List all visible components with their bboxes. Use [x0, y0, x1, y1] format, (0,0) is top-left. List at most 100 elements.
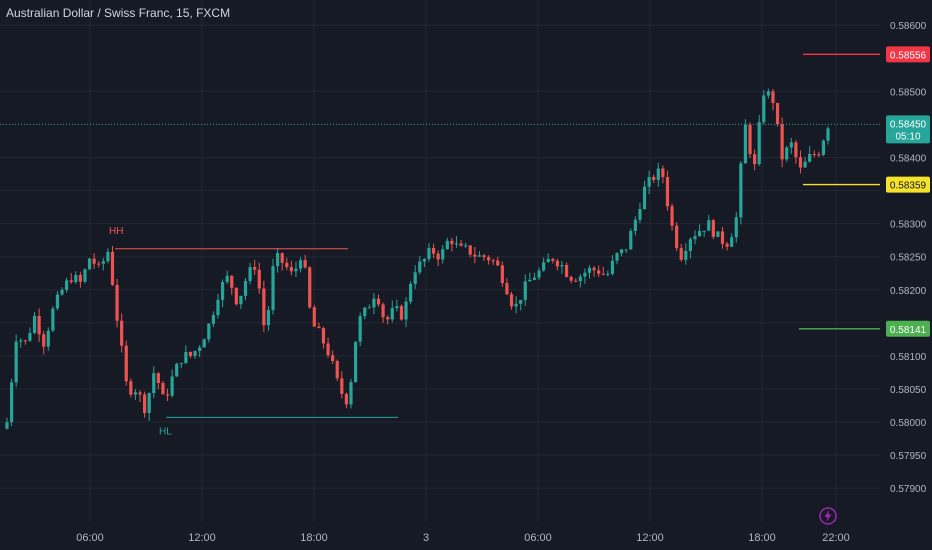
- candle-body: [78, 274, 82, 282]
- candle: [725, 241, 729, 251]
- candle: [349, 378, 353, 409]
- candle-body: [798, 157, 803, 168]
- candle-body: [661, 168, 665, 178]
- candle: [257, 262, 261, 294]
- candle-body: [675, 225, 679, 249]
- candle: [775, 102, 780, 127]
- candle: [335, 359, 339, 382]
- candle-body: [597, 270, 601, 274]
- candle-body: [610, 260, 615, 274]
- candle-body: [583, 272, 587, 277]
- candle: [633, 216, 637, 236]
- candle: [716, 231, 720, 238]
- candle: [308, 266, 312, 309]
- candle-body: [170, 376, 174, 396]
- candle: [266, 306, 271, 331]
- candle-body: [147, 393, 151, 414]
- candle: [179, 362, 183, 369]
- candle: [528, 272, 532, 282]
- time-tick-label: 22:00: [822, 532, 850, 544]
- candle: [207, 323, 211, 343]
- candle-body: [331, 355, 335, 362]
- candle: [188, 351, 193, 359]
- candle: [574, 278, 578, 282]
- candle-body: [106, 251, 110, 262]
- candle: [225, 270, 229, 285]
- candle: [431, 243, 436, 259]
- support-tag-label: 0.58141: [890, 325, 927, 336]
- lightning-icon[interactable]: [818, 506, 838, 526]
- candle: [83, 268, 87, 284]
- candle: [473, 246, 477, 264]
- price-tick-label: 0.58500: [890, 87, 927, 98]
- candle-body: [771, 91, 775, 103]
- candle-body: [46, 330, 50, 347]
- candle: [610, 255, 615, 276]
- candle: [381, 302, 385, 323]
- price-axis[interactable]: 0.58600 0.58500 0.58400 0.58300 0.58250 0.582…: [886, 21, 930, 495]
- candle: [711, 218, 715, 240]
- candle: [418, 255, 422, 275]
- candle: [519, 299, 523, 311]
- candle: [129, 378, 133, 398]
- candle-body: [500, 265, 504, 284]
- candle: [28, 327, 32, 342]
- candle-body: [9, 382, 14, 423]
- candle-body: [422, 259, 426, 262]
- candle-body: [129, 381, 133, 395]
- candle-body: [243, 281, 248, 296]
- candle-body: [202, 339, 206, 348]
- candle-body: [120, 320, 124, 346]
- time-axis[interactable]: 06:00 12:00 18:00 3 06:00 12:00 18:00 22:00: [76, 532, 850, 544]
- candle: [390, 300, 394, 323]
- candle-body: [101, 261, 105, 264]
- candle-body: [775, 102, 780, 125]
- candle-body: [564, 265, 569, 277]
- candle: [464, 242, 468, 248]
- candle-body: [51, 308, 55, 331]
- candle-body: [97, 263, 101, 265]
- candle-body: [757, 122, 761, 165]
- candle: [87, 257, 92, 270]
- candle-body: [294, 268, 298, 272]
- candle: [19, 338, 23, 348]
- chart-grid: [0, 0, 880, 522]
- candle: [220, 279, 225, 308]
- candle-body: [404, 301, 408, 320]
- candle-body: [220, 282, 225, 300]
- candle-body: [138, 392, 142, 395]
- candle: [312, 304, 316, 327]
- candle: [285, 257, 289, 271]
- drawing-overlays: HH HL: [0, 53, 880, 437]
- candle: [826, 126, 830, 145]
- candle-body: [789, 142, 793, 148]
- candle: [395, 299, 399, 312]
- candle: [514, 296, 518, 314]
- candle: [234, 287, 238, 306]
- candle: [817, 151, 821, 157]
- symbol-title[interactable]: Australian Dollar / Swiss Franc, 15, FXC…: [6, 6, 231, 20]
- candle-body: [496, 260, 500, 266]
- candle: [601, 266, 605, 276]
- candle: [762, 90, 766, 125]
- candle: [344, 392, 349, 409]
- candle: [436, 250, 440, 266]
- candle-body: [450, 240, 454, 245]
- candle-body: [376, 298, 381, 305]
- candle-body: [532, 277, 537, 280]
- candle: [289, 260, 293, 276]
- candle-body: [670, 206, 674, 226]
- candle-body: [363, 307, 367, 317]
- candle: [46, 327, 50, 351]
- candle-body: [335, 361, 339, 379]
- candle-body: [216, 299, 220, 316]
- candle: [734, 211, 738, 243]
- candle: [216, 293, 220, 319]
- candle-body: [386, 317, 390, 320]
- candle: [808, 146, 812, 163]
- candle-body: [528, 279, 532, 282]
- candle: [276, 248, 280, 273]
- candle-body: [399, 306, 404, 320]
- candle: [198, 345, 202, 358]
